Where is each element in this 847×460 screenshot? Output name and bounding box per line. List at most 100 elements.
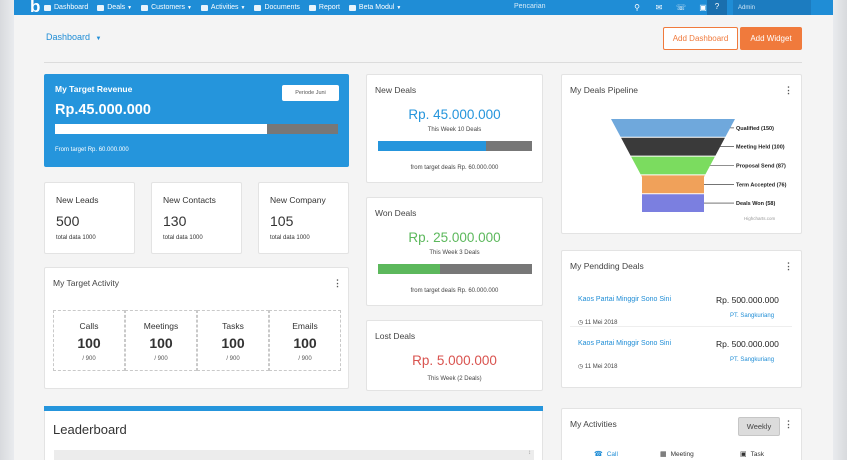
nav-item-activities[interactable]: Activities ▼ xyxy=(200,4,245,11)
nav-item-dashboard[interactable]: Dashboard xyxy=(44,4,88,11)
nav-item-label: Dashboard xyxy=(54,4,89,11)
nav-item-report[interactable]: Report xyxy=(308,4,340,11)
stat-value: 500 xyxy=(56,213,80,229)
nav-customers-icon xyxy=(141,4,149,11)
nav-item-beta-modul[interactable]: Beta Modul ▼ xyxy=(348,4,402,11)
pending-deal-company[interactable]: PT. Sangkuriang xyxy=(730,357,775,363)
target-revenue-title: My Target Revenue xyxy=(55,84,133,94)
deal-amount: Rp. 45.000.000 xyxy=(408,107,501,122)
nav-item-label: Activities xyxy=(210,4,239,11)
chevron-down-icon: ▼ xyxy=(127,4,133,11)
deal-card-new-deals: New Deals Rp. 45.000.000 This Week 10 Deal… xyxy=(366,74,543,183)
stat-card-new-company: New Company 105 total data 1000 xyxy=(258,182,349,254)
nav-item-customers[interactable]: Customers ▼ xyxy=(141,4,192,11)
activity-target: / 900 xyxy=(154,356,168,362)
nav-item-documents[interactable]: Documents xyxy=(254,4,300,11)
activity-target: / 900 xyxy=(82,356,96,362)
activity-box-tasks: Tasks 100 / 900 xyxy=(197,310,269,371)
phone-icon[interactable]: ☏ xyxy=(675,3,686,12)
deal-amount: Rp. 5.000.000 xyxy=(412,353,497,368)
weekly-filter-button[interactable]: Weekly xyxy=(738,417,780,436)
target-activity-title: My Target Activity xyxy=(53,278,119,288)
activity-label: Meetings xyxy=(143,321,179,331)
leaderboard-accent-bar xyxy=(44,406,543,411)
target-revenue-amount: Rp.45.000.000 xyxy=(55,102,151,118)
stat-subtext: total data 1000 xyxy=(56,235,96,241)
revenue-progress-fill xyxy=(55,124,268,134)
deal-progress-bar xyxy=(378,264,532,274)
my-activities-card: My Activities Weekly ⋮ ☎ Call ▦ Meeting ▣ Tas… xyxy=(561,408,802,460)
sort-icon[interactable]: ↕ xyxy=(528,450,531,456)
funnel-segment[interactable] xyxy=(611,119,735,137)
app-logo[interactable]: b xyxy=(30,0,41,16)
dashboard-selector[interactable]: Dashboard ▼ xyxy=(46,32,102,42)
nav-report-icon xyxy=(308,4,316,11)
activity-target: / 900 xyxy=(298,356,312,362)
funnel-label: Term Accepted (76) xyxy=(736,182,787,188)
funnel-segment[interactable] xyxy=(641,175,705,194)
nav-deals-icon xyxy=(97,4,105,11)
pending-deals-card: My Pendding Deals ⋮ Kaos Partai Minggir … xyxy=(561,250,802,388)
kebab-menu-icon[interactable]: ⋮ xyxy=(784,261,793,271)
pending-deal-company[interactable]: PT. Sangkuriang xyxy=(730,313,775,319)
deal-card-title: Lost Deals xyxy=(375,331,416,341)
add-widget-button[interactable]: Add Widget xyxy=(740,27,802,50)
funnel-segment[interactable] xyxy=(642,194,704,212)
activity-label: Tasks xyxy=(222,321,244,331)
pending-deal-row[interactable]: Kaos Partai Minggir Sono Sini Rp. 500.000… xyxy=(570,287,792,327)
user-menu[interactable]: Admin xyxy=(733,0,811,15)
revenue-progress-bar xyxy=(55,124,338,134)
pending-deal-row[interactable]: Kaos Partai Minggir Sono Sini Rp. 500.000… xyxy=(570,331,792,371)
stat-label: New Contacts xyxy=(163,195,216,205)
stat-value: 130 xyxy=(163,213,187,229)
activity-tab-task[interactable]: ▣ Task xyxy=(740,450,764,459)
target-revenue-card: My Target Revenue Rp.45.000.000 Periode … xyxy=(44,74,349,167)
activity-value: 100 xyxy=(77,335,101,351)
stat-subtext: total data 1000 xyxy=(270,235,310,241)
activity-value: 100 xyxy=(221,335,245,351)
clock-icon: ◷ xyxy=(578,364,585,370)
search-icon[interactable]: ⚲ xyxy=(634,3,640,12)
dashboard-selector-label: Dashboard xyxy=(46,32,91,42)
nav-item-label: Documents xyxy=(264,4,300,11)
search-input[interactable]: Pencarian xyxy=(514,3,546,10)
stat-card-new-contacts: New Contacts 130 total data 1000 xyxy=(151,182,242,254)
funnel-segment[interactable] xyxy=(631,156,715,175)
activity-tab-meeting[interactable]: ▦ Meeting xyxy=(660,450,694,459)
deal-week-count: This Week (2 Deals) xyxy=(427,376,482,382)
revenue-from-target: From target Rp. 60.000.000 xyxy=(55,147,129,153)
nav-documents-icon xyxy=(254,4,262,11)
image-icon[interactable]: ▣ xyxy=(699,3,707,12)
kebab-menu-icon[interactable]: ⋮ xyxy=(784,85,793,95)
kebab-menu-icon[interactable]: ⋮ xyxy=(333,278,342,288)
funnel-segment[interactable] xyxy=(621,137,725,156)
funnel-label: Deals Won (58) xyxy=(736,201,775,207)
nav-icon-group: ⚲ ✉ ☏ ▣ xyxy=(626,0,714,15)
activity-tab-label: Task xyxy=(750,450,764,458)
nav-beta-modul-icon xyxy=(348,4,356,11)
pending-deal-date: ◷ 11 Mei 2018 xyxy=(578,364,618,370)
help-icon[interactable]: ? xyxy=(707,0,727,15)
stat-label: New Leads xyxy=(56,195,99,205)
my-activities-title: My Activities xyxy=(570,419,617,429)
pipeline-funnel-chart: Qualified (150) Meeting Held (100) Proposa… xyxy=(611,119,787,212)
activity-tab-label: Call xyxy=(606,450,618,458)
period-button[interactable]: Periode Juni xyxy=(282,85,339,101)
clock-icon: ◷ xyxy=(578,320,585,326)
nav-item-label: Report xyxy=(318,4,340,11)
chevron-down-icon: ▼ xyxy=(396,4,402,11)
pending-deal-title[interactable]: Kaos Partai Minggir Sono Sini xyxy=(578,340,671,347)
nav-item-deals[interactable]: Deals ▼ xyxy=(97,4,132,11)
deal-card-won-deals: Won Deals Rp. 25.000.000 This Week 3 Deals… xyxy=(366,197,543,306)
phone-icon: ☎ xyxy=(594,451,603,458)
deal-progress-fill xyxy=(378,141,486,151)
pending-deal-title[interactable]: Kaos Partai Minggir Sono Sini xyxy=(578,296,671,303)
pending-deal-price: Rp. 500.000.000 xyxy=(716,295,779,305)
activity-target: / 900 xyxy=(226,356,240,362)
app-window: b Dashboard Deals ▼ Customers ▼ Activities ▼ Do… xyxy=(14,0,833,460)
add-dashboard-button[interactable]: Add Dashboard xyxy=(663,27,738,50)
activity-tab-call[interactable]: ☎ Call xyxy=(594,450,618,459)
chat-icon[interactable]: ✉ xyxy=(655,3,663,12)
nav-dashboard-icon xyxy=(44,4,51,11)
kebab-menu-icon[interactable]: ⋮ xyxy=(784,419,793,429)
